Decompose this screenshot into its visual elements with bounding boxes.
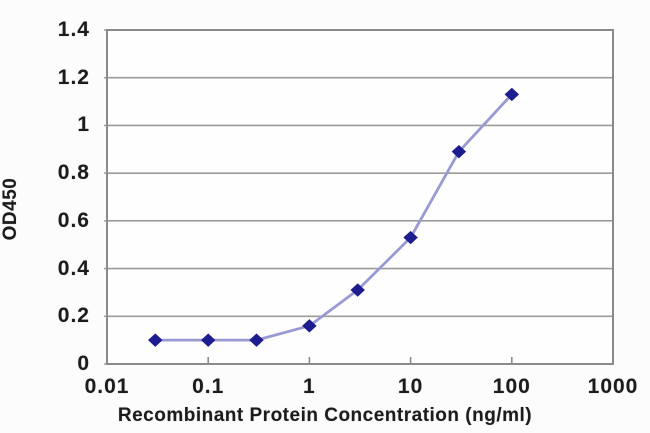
data-point-marker: [403, 230, 418, 245]
series-line: [155, 93, 513, 342]
x-tick-label: 0.1: [192, 375, 225, 398]
plot-border: [106, 29, 614, 365]
x-axis-title: Recombinant Protein Concentration (ng/ml…: [117, 405, 533, 426]
y-tick-label: 0: [77, 352, 90, 375]
data-point-marker: [148, 333, 163, 347]
x-tick-label: 1: [303, 375, 316, 398]
y-tick-label: 1: [77, 113, 90, 137]
x-tick-label: 1000: [587, 375, 639, 398]
data-point-marker: [451, 144, 467, 159]
data-point-marker: [249, 333, 264, 347]
data-point-marker: [200, 333, 216, 347]
x-tick-label: 100: [492, 375, 531, 398]
data-point-marker: [350, 283, 365, 297]
y-tick-label: 0.8: [57, 161, 90, 185]
y-tick-label: 0.2: [57, 304, 90, 328]
x-tick-label: 10: [397, 375, 424, 398]
x-tick-label: 0.01: [84, 375, 130, 398]
data-point-marker: [302, 319, 317, 333]
y-tick-label: 1.4: [57, 18, 90, 41]
data-point-marker: [504, 87, 520, 102]
y-tick-label: 0.4: [57, 256, 90, 280]
plot-background: [107, 30, 613, 364]
y-axis-title: OD450: [0, 177, 21, 241]
y-tick-label: 0.6: [57, 208, 90, 232]
y-tick-label: 1.2: [57, 65, 90, 89]
